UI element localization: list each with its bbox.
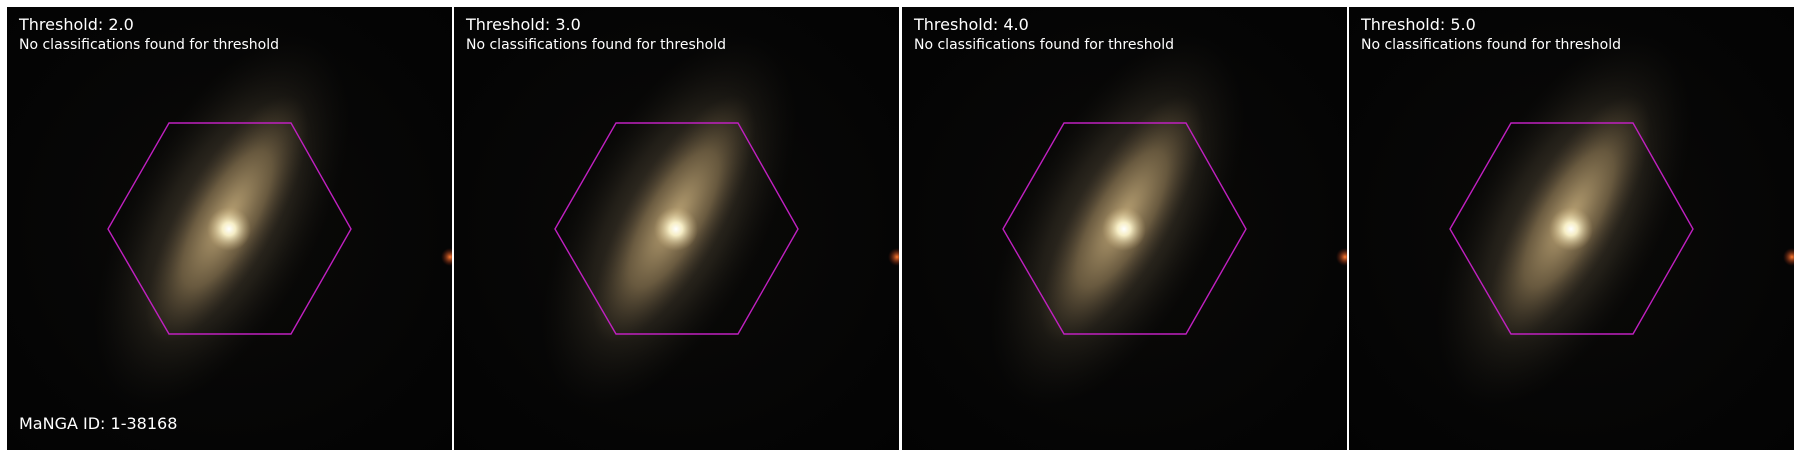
galaxy-image [94,35,452,409]
ifu-hexagon [554,122,799,335]
manga-id-label: MaNGA ID: 1-38168 [19,414,178,433]
ifu-hexagon [107,122,352,335]
ifu-hexagon [1002,122,1247,335]
no-classification-message: No classifications found for threshold [19,37,279,53]
threshold-label: Threshold: 5.0 [1361,15,1476,34]
galaxy-image [989,35,1347,409]
no-classification-message: No classifications found for threshold [1361,37,1621,53]
ifu-hexagon [1449,122,1694,335]
no-classification-message: No classifications found for threshold [466,37,726,53]
galaxy-image [541,35,899,409]
threshold-label: Threshold: 3.0 [466,15,581,34]
galaxy-panel-3: Threshold: 4.0 No classifications found … [902,7,1347,450]
galaxy-panel-1: Threshold: 2.0 No classifications found … [7,7,452,450]
galaxy-panel-4: Threshold: 5.0 No classifications found … [1349,7,1794,450]
threshold-label: Threshold: 4.0 [914,15,1029,34]
no-classification-message: No classifications found for threshold [914,37,1174,53]
galaxy-image [1436,35,1794,409]
galaxy-panel-2: Threshold: 3.0 No classifications found … [454,7,899,450]
threshold-label: Threshold: 2.0 [19,15,134,34]
